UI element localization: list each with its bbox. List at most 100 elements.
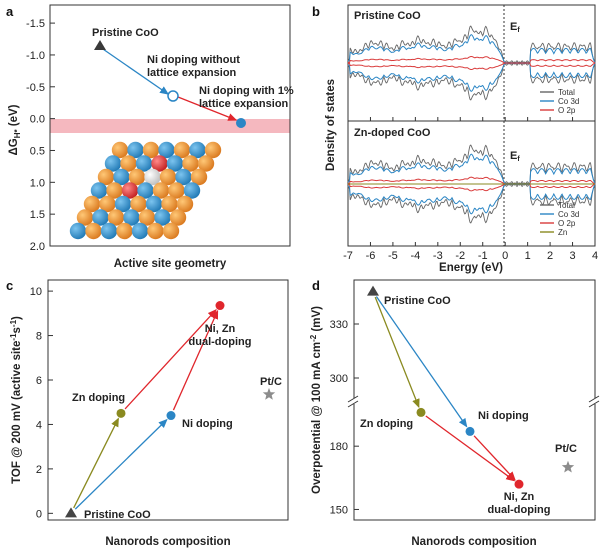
lattice-atom-h — [144, 168, 161, 186]
lattice-atom-o — [183, 182, 201, 199]
panel-c-y-tick-label: 0 — [36, 508, 42, 520]
panel-a-pristine-marker — [94, 40, 106, 50]
panel-d-ann-pristine: Pristine CoO — [384, 295, 451, 307]
panel-b-curve-o2p — [348, 176, 596, 185]
panel-d-arrow — [375, 296, 468, 428]
lattice-atom-co — [106, 182, 123, 199]
lattice-atom-o — [104, 155, 122, 172]
lattice-atom-co — [169, 209, 187, 226]
panel-c-y-tick-label: 2 — [36, 464, 42, 476]
panel-b-x-tick-label: 3 — [569, 250, 575, 262]
lattice-atom-co — [97, 168, 115, 186]
panel-b-ef-bottom: Ef — [510, 150, 520, 163]
panel-d-arrow — [374, 296, 420, 409]
panel-b-curve-o2p — [348, 62, 596, 70]
panel-a-x-label: Active site geometry — [114, 258, 227, 270]
lattice-atom-ni — [121, 182, 139, 199]
panel-d-axis-break — [347, 395, 359, 403]
panel-d-axis-break — [588, 395, 600, 403]
lattice-atom-co — [161, 195, 178, 213]
panel-b-x-tick-label: -4 — [410, 250, 420, 262]
panel-c-arrow — [124, 309, 217, 410]
panel-b-legend-label: Total — [558, 201, 575, 210]
lattice-atom-co — [76, 209, 94, 226]
panel-b-bottom-title: Zn-doped CoO — [354, 127, 431, 139]
lattice-atom-co — [168, 182, 185, 199]
panel-c-x-label: Nanorods composition — [105, 536, 230, 548]
panel-b-x-tick-label: -7 — [343, 250, 353, 262]
lattice-atom-co — [197, 155, 215, 172]
panel-a: a -1.5-1.0-0.50.00.51.01.52.0 ΔGH* (eV) … — [6, 4, 294, 270]
panel-c-marker — [166, 411, 176, 421]
panel-a-y-tick-label: 2.0 — [30, 241, 45, 253]
lattice-atom-co — [182, 155, 199, 172]
panel-d: d 150 180 300 330 Overpotential @ 100 mA cm… — [309, 278, 600, 548]
lattice-atom-o — [145, 195, 163, 213]
lattice-atom-co — [138, 209, 156, 226]
lattice-atom-o — [69, 222, 87, 240]
panel-b-legend-label: Zn — [558, 228, 567, 237]
panel-b-x-label: Energy (eV) — [439, 262, 503, 274]
panel-c-plot: Pristine CoO Zn doping Ni doping Ni, Zndual… — [65, 301, 282, 521]
panel-a-y-tick-label: -1.0 — [26, 50, 45, 62]
lattice-atom-co — [128, 168, 146, 186]
lattice-atom-o — [175, 168, 192, 186]
panel-d-marker — [416, 407, 426, 417]
panel-b-curve-total — [347, 181, 596, 224]
panel-d-arrow — [473, 435, 516, 481]
lattice-atom-co — [204, 141, 222, 159]
panel-a-ann-ni1: Ni doping without — [147, 54, 240, 66]
panel-d-arrow — [425, 415, 516, 482]
panel-b-curve-co3d — [348, 34, 596, 64]
panel-b-curve-o2p — [348, 183, 596, 192]
panel-d-y-tick-label: 180 — [330, 441, 348, 453]
panel-d-axis-break-gap — [350, 398, 360, 404]
panel-a-ann-ni2b: lattice expansion — [199, 98, 289, 110]
panel-d-y-tick-label: 150 — [330, 504, 348, 516]
lattice-atom-o — [90, 182, 108, 199]
panel-b-x-tick-label: -1 — [478, 250, 488, 262]
panel-a-ann-ni1b: lattice expansion — [147, 67, 237, 79]
panel-d-marker-ptc — [561, 460, 575, 473]
panel-d-marker-pristine — [367, 285, 379, 296]
lattice-atom-co — [116, 222, 133, 240]
panel-c-y-tick-label: 10 — [30, 286, 42, 298]
panel-d-plot: Pristine CoO Zn doping Ni doping Ni, Zndual… — [360, 285, 577, 516]
panel-c-marker — [116, 408, 126, 418]
panel-a-y-tick-label: 0.5 — [30, 145, 45, 157]
panel-b-letter: b — [312, 4, 320, 19]
panel-c-marker-ptc — [262, 387, 276, 400]
panel-a-ann-pristine: Pristine CoO — [92, 27, 159, 39]
panel-a-lattice-image — [69, 141, 222, 240]
panel-c-ann-ni: Ni doping — [182, 418, 233, 430]
panel-c-ann-zn: Zn doping — [72, 392, 125, 404]
panel-b-curve-total — [347, 25, 596, 66]
panel-a-frame — [49, 4, 291, 247]
panel-c-ann-dual2: dual-doping — [189, 336, 252, 348]
lattice-atom-co — [173, 141, 191, 159]
lattice-atom-co — [162, 222, 180, 240]
panel-d-marker — [465, 426, 475, 436]
panel-b-x-tick-label: -6 — [366, 250, 376, 262]
panel-d-ann-ni: Ni doping — [478, 410, 529, 422]
lattice-atom-co — [147, 222, 164, 240]
panel-b-x-tick-label: 4 — [592, 250, 598, 262]
panel-a-optimal-band — [50, 119, 290, 133]
panel-b-curve-total — [347, 60, 596, 101]
panel-d-x-label: Nanorods composition — [411, 536, 536, 548]
panel-c-marker-pristine — [65, 507, 77, 518]
panel-d-axis-break — [588, 400, 600, 408]
panel-a-arrow-2 — [177, 96, 238, 121]
lattice-atom-o — [127, 141, 144, 159]
panel-c-y-label: TOF @ 200 mV (active site-1s-1) — [9, 316, 23, 484]
lattice-atom-o — [154, 209, 171, 226]
lattice-atom-co — [159, 168, 177, 186]
panel-d-y-ticks: 150 180 300 330 — [330, 319, 600, 516]
lattice-atom-co — [176, 195, 194, 213]
panel-a-y-tick-label: -0.5 — [26, 82, 45, 94]
panel-b-y-label: Density of states — [325, 79, 337, 171]
panel-c: c 0 2 4 6 8 10 TOF @ 200 mV (active site-1s-1… — [6, 278, 289, 548]
